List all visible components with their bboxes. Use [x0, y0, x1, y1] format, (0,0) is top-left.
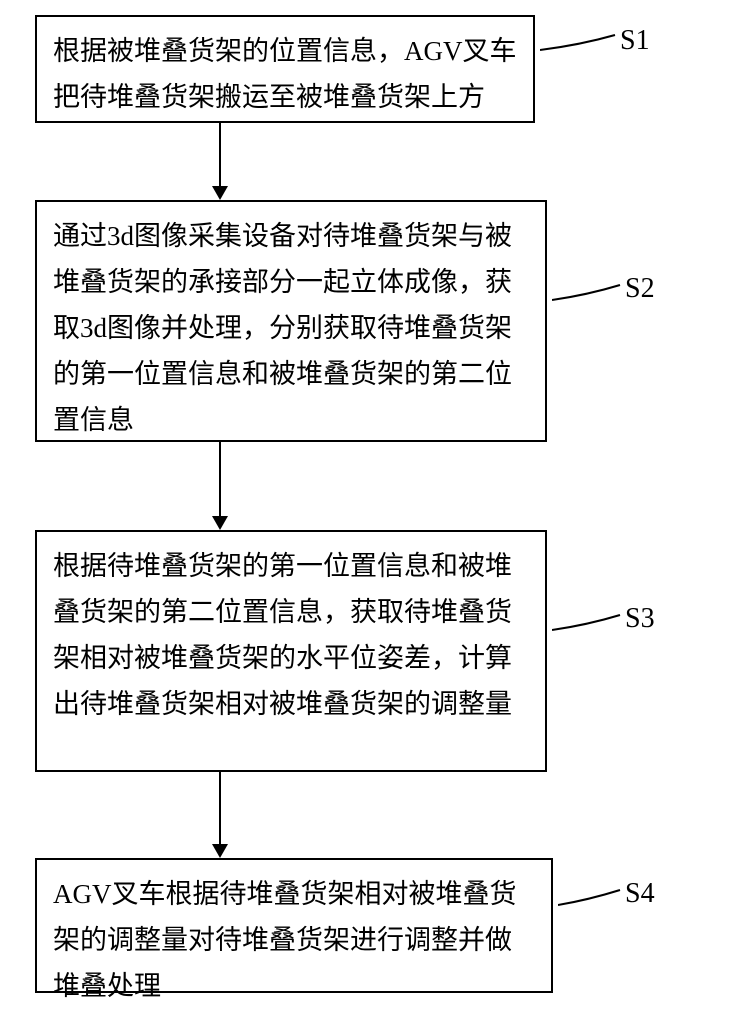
- step-text-s2: 通过3d图像采集设备对待堆叠货架与被堆叠货架的承接部分一起立体成像，获取3d图像…: [53, 221, 512, 435]
- step-box-s2: 通过3d图像采集设备对待堆叠货架与被堆叠货架的承接部分一起立体成像，获取3d图像…: [35, 200, 547, 442]
- arrow-2: [212, 516, 228, 530]
- step-label-s2: S2: [625, 273, 655, 305]
- step-text-s3: 根据待堆叠货架的第一位置信息和被堆叠货架的第二位置信息，获取待堆叠货架相对被堆叠…: [53, 551, 512, 719]
- arrow-3: [212, 844, 228, 858]
- step-label-s4: S4: [625, 878, 655, 910]
- step-box-s1: 根据被堆叠货架的位置信息，AGV叉车把待堆叠货架搬运至被堆叠货架上方: [35, 15, 535, 123]
- connector-line-3: [219, 772, 221, 844]
- label-curve-s3: [552, 605, 625, 635]
- step-box-s3: 根据待堆叠货架的第一位置信息和被堆叠货架的第二位置信息，获取待堆叠货架相对被堆叠…: [35, 530, 547, 772]
- label-curve-s1: [540, 25, 620, 55]
- step-box-s4: AGV叉车根据待堆叠货架相对被堆叠货架的调整量对待堆叠货架进行调整并做堆叠处理: [35, 858, 553, 993]
- step-label-s1: S1: [620, 25, 650, 57]
- arrow-1: [212, 186, 228, 200]
- step-text-s1: 根据被堆叠货架的位置信息，AGV叉车把待堆叠货架搬运至被堆叠货架上方: [53, 36, 517, 112]
- connector-line-2: [219, 442, 221, 516]
- flowchart-container: 根据被堆叠货架的位置信息，AGV叉车把待堆叠货架搬运至被堆叠货架上方 S1 通过…: [0, 0, 738, 1000]
- step-text-s4: AGV叉车根据待堆叠货架相对被堆叠货架的调整量对待堆叠货架进行调整并做堆叠处理: [53, 879, 517, 1001]
- connector-line-1: [219, 123, 221, 186]
- label-curve-s2: [552, 275, 625, 305]
- step-label-s3: S3: [625, 603, 655, 635]
- label-curve-s4: [558, 880, 625, 910]
